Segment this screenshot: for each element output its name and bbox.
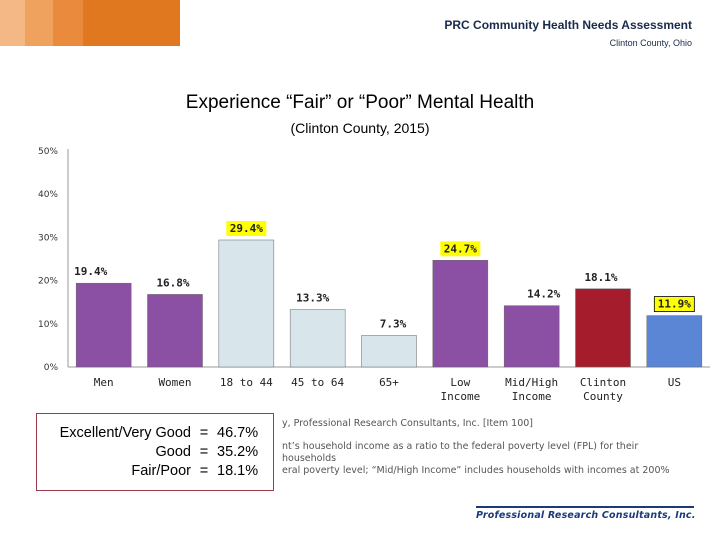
y-tick-label: 40% [38,190,58,200]
value-label: 14.2% [527,288,560,301]
value-label: 7.3% [380,317,407,330]
source-note-4: eral poverty level; “Mid/High Income” in… [282,465,670,476]
value-label: 29.4% [230,222,263,235]
callout-row: Fair/Poor = 18.1% [37,462,263,481]
value-label: 13.3% [296,292,329,305]
category-label: US [668,376,681,389]
prc-logo-block [0,0,180,46]
value-label: 19.4% [74,265,107,278]
category-label: Income [440,390,480,403]
source-note-2: nt’s household income as a ratio to the … [282,441,639,452]
value-label-highlight [440,241,481,257]
category-label: Income [512,390,552,403]
value-label: 11.9% [658,298,691,311]
callout-value: 35.2% [217,444,259,460]
category-label: 18 to 44 [220,376,273,389]
bar [575,288,631,368]
category-label: 45 to 64 [291,376,344,389]
callout-label: Excellent/Very Good [59,425,191,441]
callout-label: Fair/Poor [131,463,191,479]
callout-equals: = [199,463,209,479]
bar [147,294,203,368]
logo-square-3 [53,0,83,46]
chart-title: Experience “Fair” or “Poor” Mental Healt… [185,92,535,113]
y-tick-label: 20% [38,277,58,287]
callout-row: Good = 35.2% [37,443,263,462]
header-title: PRC Community Health Needs Assessment [444,18,692,32]
bar [218,239,275,368]
value-label: 24.7% [444,242,477,255]
bar [361,335,417,368]
value-label: 18.1% [584,271,617,284]
mental-health-callout: Excellent/Very Good = 46.7% Good = 35.2%… [36,413,274,491]
y-tick-label: 0% [44,363,59,373]
footer-logo-text: Professional Research Consultants, Inc. [476,510,696,521]
callout-value: 46.7% [217,425,259,441]
category-label: Men [94,376,114,389]
logo-square-1 [0,0,25,46]
callout-equals: = [199,425,209,441]
bar [432,260,489,368]
category-label: Low [450,376,470,389]
footer-rule [476,506,694,508]
logo-square-2 [25,0,53,46]
category-label: Clinton [580,376,626,389]
category-label: County [583,390,623,403]
bar [289,309,346,368]
category-label: Women [158,376,191,389]
source-note-3: households [282,453,337,464]
source-note-1: y, Professional Research Consultants, In… [282,418,534,429]
header-subtitle: Clinton County, Ohio [609,38,692,48]
callout-value: 18.1% [217,463,259,479]
callout-label: Good [155,444,191,460]
category-label: 65+ [379,376,399,389]
value-label-highlight [226,220,267,236]
value-label-highlight [653,296,695,312]
category-label: Mid/High [505,376,558,389]
callout-equals: = [199,444,209,460]
value-label: 16.8% [156,276,189,289]
y-tick-label: 50% [38,147,58,157]
bar [75,282,132,368]
logo-square-4 [83,0,180,46]
y-tick-label: 30% [38,233,58,243]
callout-row: Excellent/Very Good = 46.7% [37,424,263,443]
bar [646,315,703,368]
bar [503,305,560,368]
chart-subtitle: (Clinton County, 2015) [290,120,430,136]
y-tick-label: 10% [38,320,58,330]
